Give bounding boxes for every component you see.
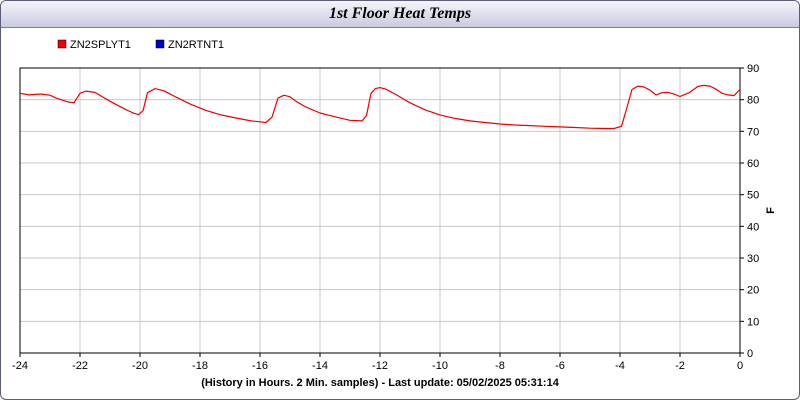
x-tick-label: -22 [72, 360, 88, 372]
x-tick-label: -18 [192, 360, 208, 372]
legend-label: ZN2SPLYT1 [70, 39, 131, 51]
x-tick-label: -10 [432, 360, 448, 372]
y-tick-label: 40 [747, 221, 759, 233]
y-tick-label: 60 [747, 158, 759, 170]
x-axis-label: (History in Hours. 2 Min. samples) - Las… [201, 377, 560, 389]
title-bar: 1st Floor Heat Temps [1, 1, 799, 28]
legend-swatch [57, 39, 67, 49]
x-tick-label: -16 [252, 360, 268, 372]
legend: ZN2SPLYT1 ZN2RTNT1 [57, 39, 224, 51]
x-tick-label: 0 [737, 360, 743, 372]
chart-title: 1st Floor Heat Temps [328, 5, 472, 22]
y-axis: 0 10 20 30 40 50 60 70 80 90 [740, 63, 759, 360]
y-axis-label: F [765, 207, 777, 214]
x-tick-label: -4 [615, 360, 625, 372]
x-tick-label: -2 [675, 360, 685, 372]
x-tick-label: -14 [312, 360, 328, 372]
y-tick-label: 0 [747, 348, 753, 360]
y-tick-label: 10 [747, 316, 759, 328]
y-tick-label: 90 [747, 63, 759, 75]
x-tick-label: -8 [495, 360, 505, 372]
x-tick-label: -12 [372, 360, 388, 372]
x-axis: -24 -22 -20 -18 -16 -14 -12 -10 -8 -6 -4 -2 0 [12, 353, 743, 372]
legend-label: ZN2RTNT1 [168, 39, 224, 51]
y-tick-label: 20 [747, 285, 759, 297]
x-tick-label: -20 [132, 360, 148, 372]
y-tick-label: 30 [747, 253, 759, 265]
series-lines [19, 84, 741, 130]
y-tick-label: 80 [747, 95, 759, 107]
series-line [19, 84, 741, 130]
x-tick-label: -24 [12, 360, 28, 372]
y-tick-label: 50 [747, 190, 759, 202]
x-tick-label: -6 [555, 360, 565, 372]
legend-swatch [155, 39, 165, 49]
y-tick-label: 70 [747, 126, 759, 138]
